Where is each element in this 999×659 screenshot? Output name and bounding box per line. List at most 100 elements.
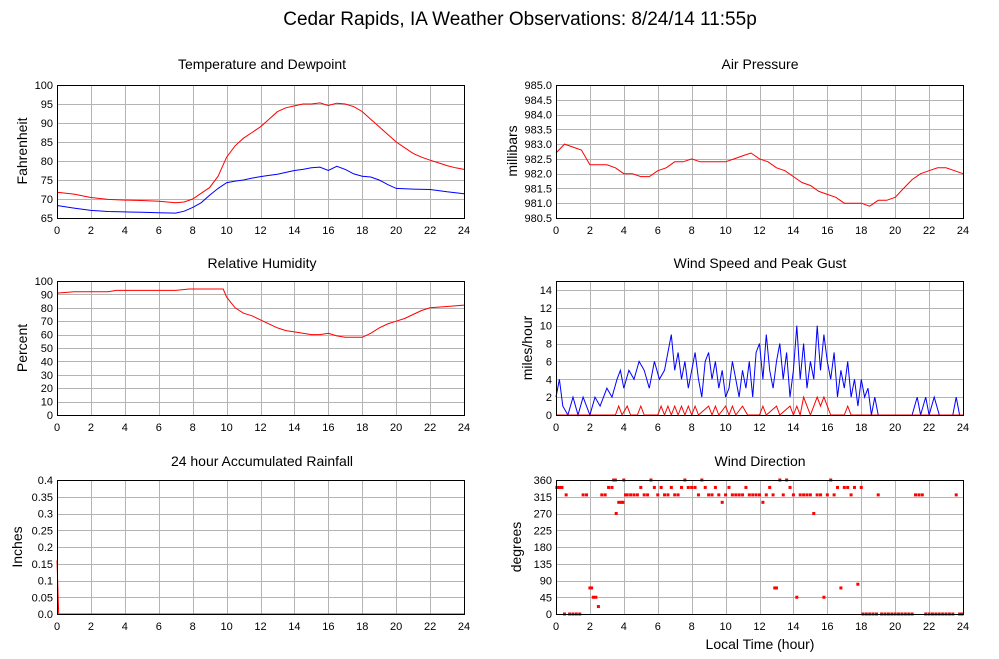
x-tick-label: 14	[787, 422, 799, 434]
x-tick-label: 10	[719, 621, 731, 633]
direction-point	[621, 500, 625, 504]
x-tick-label: 6	[655, 225, 661, 237]
direction-point	[669, 485, 673, 489]
direction-point	[741, 493, 745, 497]
x-tick-label: 16	[322, 422, 334, 434]
x-tick-label: 2	[587, 621, 593, 633]
plot-frame	[57, 480, 465, 615]
direction-point	[859, 485, 863, 489]
y-tick-label: 14	[540, 285, 552, 297]
direction-point	[717, 493, 721, 497]
x-tick-label: 14	[288, 225, 300, 237]
direction-point	[842, 485, 846, 489]
x-tick-label: 8	[689, 621, 695, 633]
direction-point	[679, 485, 683, 489]
direction-point	[673, 493, 677, 497]
direction-point	[625, 493, 629, 497]
x-tick-label: 12	[753, 225, 765, 237]
plot-frame	[57, 281, 465, 416]
direction-point	[663, 493, 667, 497]
y-tick-label: 982.0	[524, 169, 552, 181]
x-tick-label: 2	[88, 621, 94, 633]
x-tick-label: 22	[424, 621, 436, 633]
direction-point	[724, 493, 728, 497]
y-tick-label: 983.0	[524, 139, 552, 151]
x-tick-label: 8	[190, 422, 196, 434]
direction-point	[876, 493, 880, 497]
direction-point	[839, 586, 843, 590]
x-tick-label: 12	[254, 621, 266, 633]
page-title: Cedar Rapids, IA Weather Observations: 8…	[283, 9, 757, 30]
direction-point	[617, 500, 621, 504]
direction-point	[795, 595, 799, 599]
direction-point	[832, 493, 836, 497]
direction-point	[744, 485, 748, 489]
y-tick-label: 135	[534, 559, 552, 571]
x-tick-label: 2	[88, 422, 94, 434]
x-tick-label: 14	[787, 621, 799, 633]
y-tick-label: 10	[540, 321, 552, 333]
x-tick-label: 16	[322, 225, 334, 237]
direction-point	[751, 493, 755, 497]
y-tick-label: 981.5	[524, 183, 552, 195]
direction-point	[713, 485, 717, 489]
direction-point	[635, 493, 639, 497]
direction-point	[812, 512, 816, 515]
ylabel-rainfall: Inches	[9, 526, 25, 567]
panel-title-rainfall: 24 hour Accumulated Rainfall	[171, 453, 353, 469]
x-tick-label: 24	[957, 422, 969, 434]
y-tick-label: 90	[41, 289, 53, 301]
direction-point	[815, 493, 819, 497]
x-tick-label: 20	[889, 621, 901, 633]
x-tick-label: 16	[821, 422, 833, 434]
y-tick-label: 85	[41, 137, 53, 149]
x-tick-label: 4	[621, 422, 627, 434]
plot-pressure: 0 2 4 6 8 10 12 14 16 18 20 22 24980.5981.0981.5982.…	[524, 80, 969, 237]
y-tick-label: 6	[546, 356, 552, 368]
direction-point	[639, 485, 643, 489]
x-tick-label: 24	[458, 225, 470, 237]
ylabel-pressure: millibars	[504, 125, 520, 176]
direction-point	[730, 493, 734, 497]
y-tick-label: 984.0	[524, 110, 552, 122]
direction-point	[591, 595, 595, 599]
direction-point	[920, 493, 924, 497]
direction-point	[590, 586, 594, 590]
series-line-blue	[56, 165, 465, 214]
direction-point	[600, 493, 604, 497]
direction-point	[594, 595, 598, 599]
x-tick-label: 18	[855, 422, 867, 434]
y-tick-label: 270	[534, 509, 552, 521]
direction-point	[676, 493, 680, 497]
ylabel-wind-speed: miles/hour	[519, 315, 535, 380]
y-tick-label: 20	[41, 383, 53, 395]
direction-point	[727, 485, 731, 489]
x-tick-label: 10	[719, 422, 731, 434]
x-tick-label: 8	[190, 225, 196, 237]
y-tick-label: 0.1	[38, 576, 53, 588]
direction-point	[659, 485, 663, 489]
y-tick-label: 0.05	[32, 592, 53, 604]
y-tick-label: 90	[41, 118, 53, 130]
direction-point	[703, 485, 707, 489]
x-tick-label: 24	[458, 422, 470, 434]
x-tick-label: 6	[156, 225, 162, 237]
x-tick-label: 6	[655, 621, 661, 633]
panel-wind-direction: Wind Direction degrees 0 2 4 6 8 10 12 14 16 18 20…	[508, 453, 969, 652]
direction-point	[781, 493, 785, 497]
x-tick-label: 20	[390, 225, 402, 237]
series-line-red	[555, 143, 964, 207]
panel-air-pressure: Air Pressure millibars 0 2 4 6 8 10 12 14 16 18 20…	[504, 56, 969, 237]
panel-title-pressure: Air Pressure	[721, 56, 798, 72]
direction-point	[656, 493, 660, 497]
plot-frame	[556, 281, 964, 416]
y-tick-label: 982.5	[524, 154, 552, 166]
direction-point	[822, 595, 826, 599]
direction-point	[720, 500, 724, 504]
xlabel-local-time: Local Time (hour)	[706, 636, 815, 652]
x-tick-label: 0	[54, 621, 60, 633]
direction-point	[758, 493, 761, 497]
